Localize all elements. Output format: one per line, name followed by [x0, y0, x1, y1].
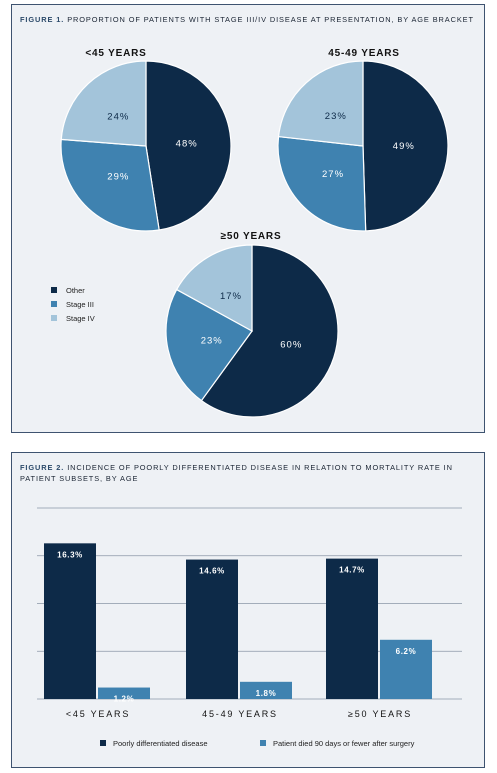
bar	[186, 559, 238, 699]
bar	[98, 687, 150, 699]
figure-2-title: FIGURE 2. INCIDENCE OF POORLY DIFFERENTI…	[20, 462, 476, 484]
pie-slice-label: 49%	[393, 141, 415, 152]
bar-group: 14.6% 1.8% 45-49 YEARS	[186, 559, 292, 719]
pie-slice-label: 29%	[107, 171, 129, 182]
legend-label: Stage III	[66, 300, 94, 309]
pie-title: 45-49 YEARS	[328, 48, 399, 59]
legend-label: Stage IV	[66, 314, 95, 323]
bar	[44, 543, 96, 699]
pie-slice	[60, 60, 147, 147]
pie-slice-label: 23%	[325, 111, 347, 122]
pie-2: 45-49 YEARS 49% 27% 23%	[277, 48, 449, 232]
pie-1: <45 YEARS 48% 29% 24%	[60, 48, 232, 232]
legend-swatch	[100, 740, 106, 746]
bar-value-label: 14.6%	[199, 567, 225, 576]
legend-swatch	[51, 301, 57, 307]
bar-legend: Poorly differentiated disease Patient die…	[100, 739, 415, 748]
pie-title: <45 YEARS	[85, 48, 146, 59]
category-label: 45-49 YEARS	[202, 709, 278, 719]
bar	[240, 681, 292, 699]
bar-group: 14.7% 6.2% ≥50 YEARS	[326, 558, 432, 719]
figure-2-number: FIGURE 2.	[20, 463, 65, 472]
pie-slice	[175, 244, 253, 333]
figure-1-panel: FIGURE 1. PROPORTION OF PATIENTS WITH ST…	[11, 4, 485, 433]
bar	[380, 639, 432, 699]
figure-1-title-text: PROPORTION OF PATIENTS WITH STAGE III/IV…	[67, 15, 474, 24]
bar-value-label: 16.3%	[57, 550, 83, 559]
legend-swatch	[51, 315, 57, 321]
bar-value-label: 6.2%	[396, 647, 417, 656]
pie-legend: Other Stage III Stage IV	[51, 286, 95, 323]
bar-value-label: 14.7%	[339, 566, 365, 575]
pie-slice	[165, 288, 253, 402]
legend-label: Patient died 90 days or fewer after surg…	[273, 739, 415, 748]
figure-1-number: FIGURE 1.	[20, 15, 65, 24]
pie-slice-label: 23%	[201, 336, 223, 347]
pie-slice-label: 27%	[322, 169, 344, 180]
bar	[326, 558, 378, 699]
pie-3: ≥50 YEARS 60% 23% 17%	[165, 231, 339, 418]
figure-2-title-text: INCIDENCE OF POORLY DIFFERENTIATED DISEA…	[20, 463, 453, 483]
bar-group: 16.3% 1.2% <45 YEARS	[44, 543, 150, 719]
pie-slice	[277, 135, 367, 232]
pie-slice-label: 24%	[107, 112, 129, 123]
figure-2-panel: FIGURE 2. INCIDENCE OF POORLY DIFFERENTI…	[11, 452, 485, 768]
pie-title: ≥50 YEARS	[221, 231, 282, 242]
legend-label: Poorly differentiated disease	[113, 739, 208, 748]
figure-1-title: FIGURE 1. PROPORTION OF PATIENTS WITH ST…	[20, 14, 476, 25]
category-label: ≥50 YEARS	[348, 709, 412, 719]
legend-swatch	[260, 740, 266, 746]
pie-slice-label: 60%	[280, 339, 302, 350]
bar-value-label: 1.8%	[256, 689, 277, 698]
bar-value-label: 1.2%	[114, 695, 135, 704]
legend-label: Other	[66, 286, 85, 295]
pie-slice	[145, 60, 232, 231]
pie-slice	[60, 138, 160, 232]
pie-slice	[362, 60, 449, 232]
category-label: <45 YEARS	[66, 709, 130, 719]
pie-slice-label: 48%	[176, 138, 198, 149]
pie-slice	[200, 244, 339, 418]
legend-swatch	[51, 287, 57, 293]
pie-slice	[277, 60, 364, 147]
pie-slice-label: 17%	[220, 291, 242, 302]
